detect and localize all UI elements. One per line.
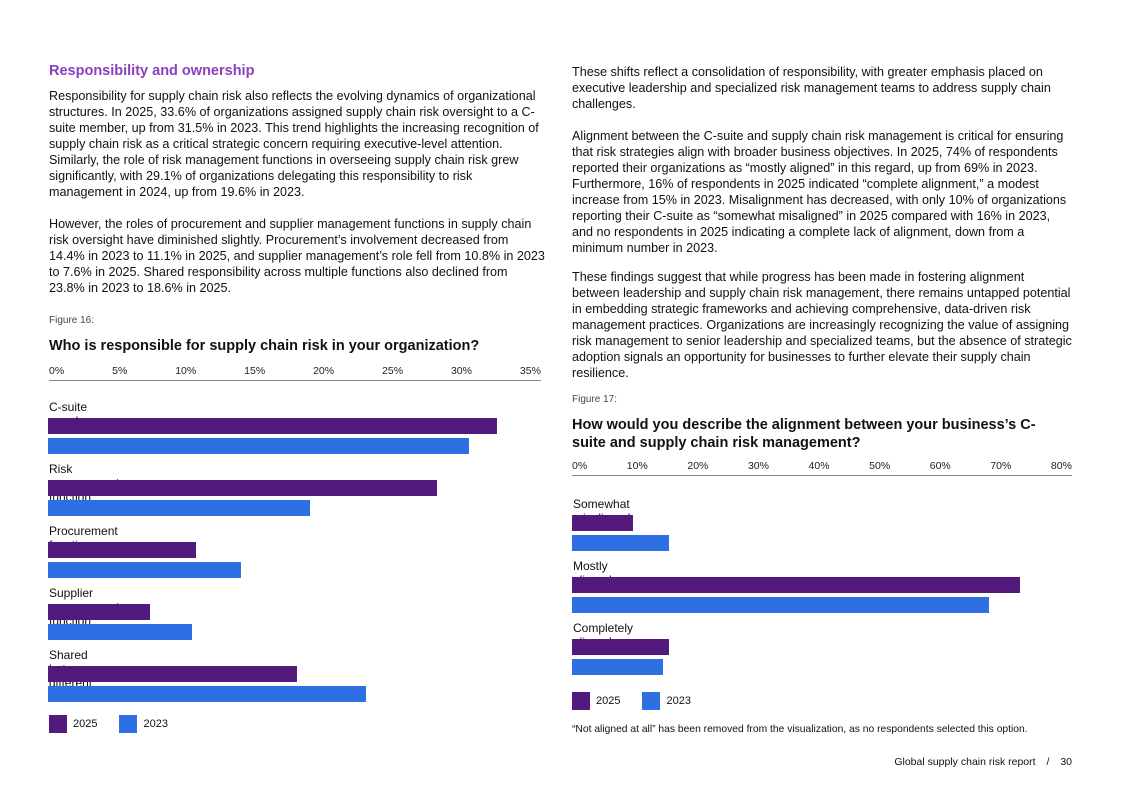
tick-label: 35% bbox=[519, 365, 541, 377]
tick-label: 80% bbox=[1050, 460, 1072, 472]
tick-label: 60% bbox=[929, 460, 951, 472]
tick-label: 5% bbox=[112, 365, 128, 377]
tick-label: 50% bbox=[869, 460, 891, 472]
figure-17-legend: 2025 2023 bbox=[572, 692, 713, 710]
left-paragraph-1: Responsibility for supply chain risk als… bbox=[49, 89, 539, 199]
tick-label: 10% bbox=[175, 365, 197, 377]
legend-swatch-2023 bbox=[642, 692, 661, 710]
bar-2025 bbox=[48, 480, 438, 496]
left-paragraph-2: However, the roles of procurement and su… bbox=[49, 217, 545, 295]
tick-label: 0% bbox=[572, 460, 588, 472]
report-title: Global supply chain risk report bbox=[894, 756, 1036, 768]
bar-2025 bbox=[48, 604, 150, 620]
bar-2023 bbox=[48, 438, 470, 454]
bar-2023 bbox=[572, 597, 990, 613]
bar-2023 bbox=[48, 624, 193, 640]
legend-label: 2025 bbox=[596, 695, 621, 707]
bar-2025 bbox=[572, 639, 669, 655]
figure-16-legend: 2025 2023 bbox=[49, 715, 190, 733]
legend-label: 2023 bbox=[666, 695, 691, 707]
legend-label: 2023 bbox=[143, 718, 168, 730]
tick-label: 30% bbox=[450, 365, 472, 377]
page-footer: Global supply chain risk report / 30 bbox=[894, 756, 1072, 768]
figure-16-label: Figure 16: bbox=[49, 315, 95, 326]
tick-label: 20% bbox=[687, 460, 709, 472]
tick-label: 15% bbox=[244, 365, 266, 377]
tick-label: 70% bbox=[990, 460, 1012, 472]
footer-separator: / bbox=[1046, 756, 1050, 768]
section-heading: Responsibility and ownership bbox=[49, 63, 255, 79]
right-paragraph-2: Alignment between the C-suite and supply… bbox=[572, 129, 1067, 255]
legend-swatch-2023 bbox=[119, 715, 138, 733]
bar-2023 bbox=[48, 686, 367, 702]
figure-16-axis: 0% 5% 10% 15% 20% 25% 30% 35% bbox=[49, 365, 541, 381]
bar-2025 bbox=[48, 418, 498, 434]
bar-2023 bbox=[48, 500, 311, 516]
figure-17-note: “Not aligned at all” has been removed fr… bbox=[572, 724, 1028, 735]
legend-swatch-2025 bbox=[572, 692, 590, 710]
tick-label: 25% bbox=[382, 365, 404, 377]
bar-2023 bbox=[48, 562, 241, 578]
bar-2025 bbox=[572, 577, 1020, 593]
tick-label: 10% bbox=[626, 460, 648, 472]
tick-label: 30% bbox=[747, 460, 769, 472]
figure-17-title: How would you describe the alignment bet… bbox=[572, 417, 1036, 451]
bar-2025 bbox=[48, 542, 197, 558]
tick-label: 0% bbox=[49, 365, 65, 377]
tick-label: 20% bbox=[313, 365, 335, 377]
right-paragraph-3: These findings suggest that while progre… bbox=[572, 270, 1072, 380]
bar-2023 bbox=[572, 535, 669, 551]
figure-17-axis: 0% 10% 20% 30% 40% 50% 60% 70% 80% bbox=[572, 460, 1072, 476]
legend-swatch-2025 bbox=[49, 715, 67, 733]
figure-17-label: Figure 17: bbox=[572, 394, 618, 405]
bar-2025 bbox=[48, 666, 297, 682]
legend-label: 2025 bbox=[73, 718, 98, 730]
tick-label: 40% bbox=[808, 460, 830, 472]
figure-16-title: Who is responsible for supply chain risk… bbox=[49, 338, 480, 354]
right-paragraph-1: These shifts reflect a consolidation of … bbox=[572, 65, 1051, 111]
page-number: 30 bbox=[1060, 756, 1072, 768]
bar-2025 bbox=[572, 515, 633, 531]
bar-2023 bbox=[572, 659, 663, 675]
